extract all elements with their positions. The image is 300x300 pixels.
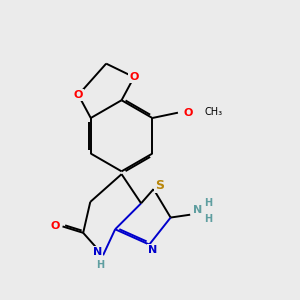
Text: N: N bbox=[148, 245, 157, 255]
Text: CH₃: CH₃ bbox=[205, 107, 223, 117]
Text: H: H bbox=[205, 198, 213, 208]
Text: O: O bbox=[183, 108, 193, 118]
Text: O: O bbox=[50, 221, 59, 231]
Text: H: H bbox=[96, 260, 104, 270]
Text: N: N bbox=[194, 206, 202, 215]
Text: S: S bbox=[155, 179, 164, 192]
Text: O: O bbox=[74, 90, 83, 100]
Text: H: H bbox=[205, 214, 213, 224]
Text: O: O bbox=[129, 72, 139, 82]
Text: N: N bbox=[93, 248, 102, 257]
